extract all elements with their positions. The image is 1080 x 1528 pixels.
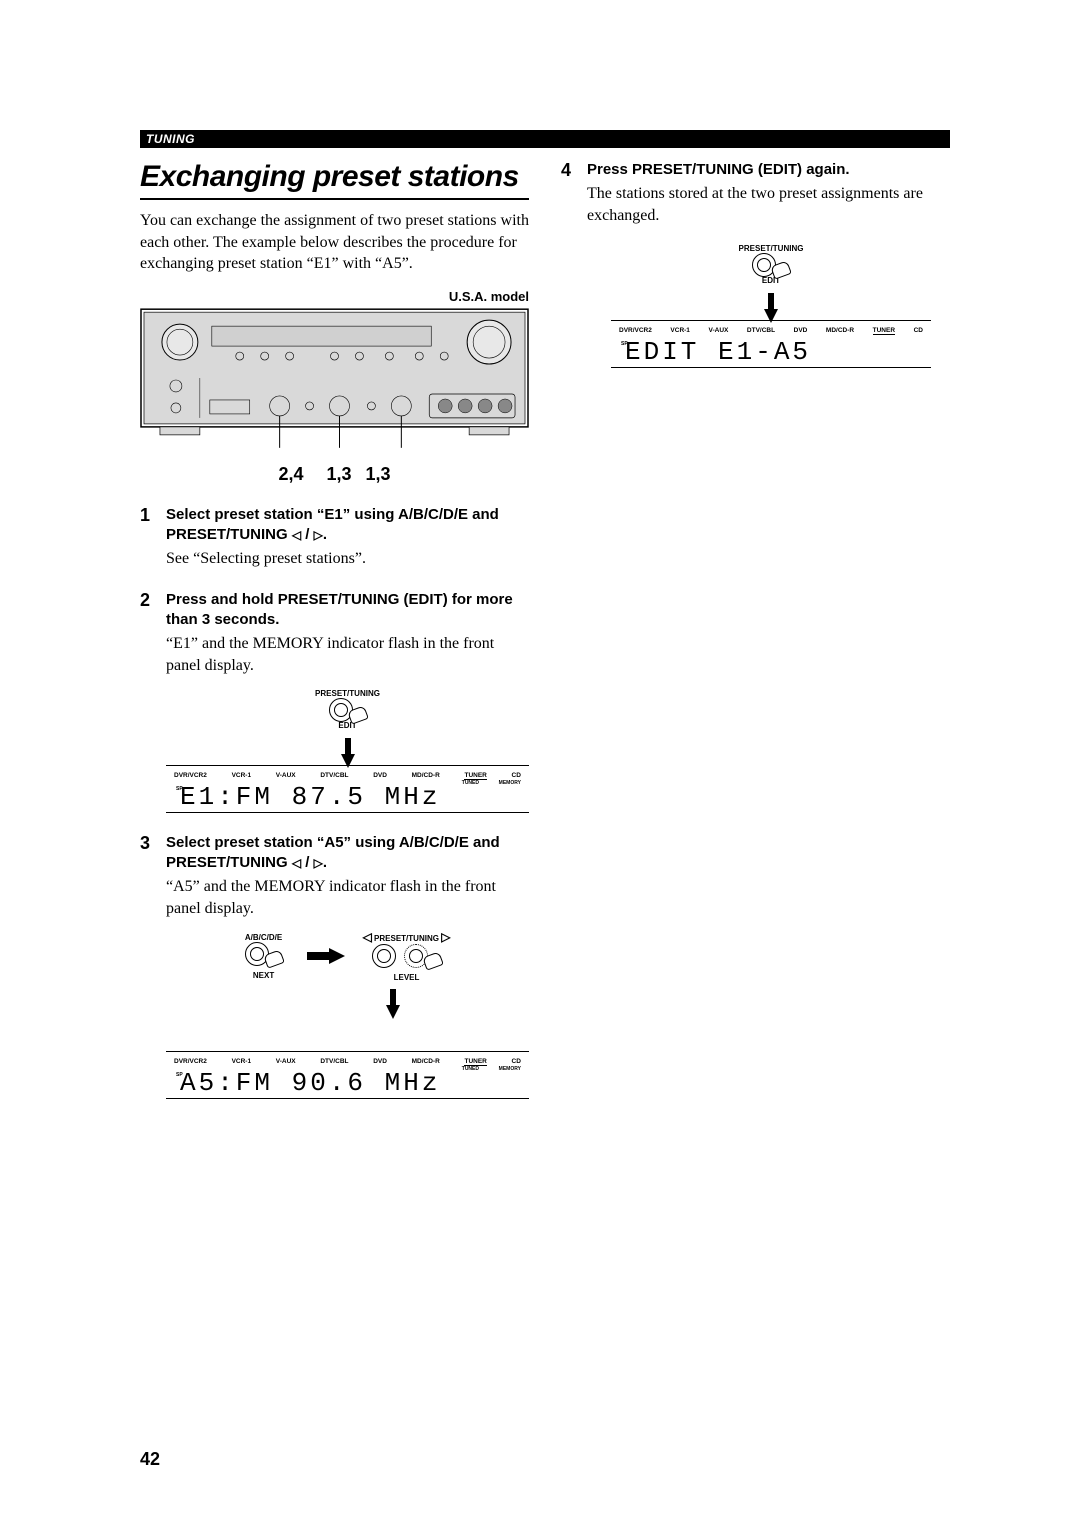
right-arrow-icon <box>329 948 345 964</box>
abcde-label: A/B/C/D/E <box>245 933 283 942</box>
step-2-diagram: PRESET/TUNING EDIT DVR/VCR2VCR-1V-AUXDTV… <box>166 689 529 813</box>
step-title-text-b: . <box>323 854 327 871</box>
receiver-diagram <box>140 308 529 458</box>
step-title: Press PRESET/TUNING (EDIT) again. <box>587 160 950 180</box>
level-label: LEVEL <box>363 973 451 982</box>
lcd-source-label: TUNER <box>464 772 486 780</box>
lcd-text: EDIT E1-A5 <box>615 339 927 365</box>
step-description: See “Selecting preset stations”. <box>166 548 529 570</box>
lcd-source-label: TUNER <box>873 327 895 335</box>
step-title-text-a: Select preset station “A5” using A/B/C/D… <box>166 834 500 871</box>
lcd-source-label: MD/CD-R <box>412 772 440 780</box>
step-number: 1 <box>140 505 166 570</box>
lcd-source-label: VCR-1 <box>670 327 690 335</box>
tuned-indicator: TUNED <box>462 780 479 786</box>
page-number: 42 <box>140 1449 160 1470</box>
step-number: 4 <box>561 160 587 226</box>
lcd-source-label: DTV/CBL <box>320 1058 348 1066</box>
lcd-source-label: MD/CD-R <box>412 1058 440 1066</box>
lcd-source-row: DVR/VCR2 VCR-1 V-AUX DTV/CBL DVD MD/CD-R TUNER… <box>170 772 525 780</box>
right-column: 4 Press PRESET/TUNING (EDIT) again. The … <box>561 160 950 1099</box>
step-number: 3 <box>140 833 166 920</box>
lcd-source-label: DVD <box>373 1058 387 1066</box>
lcd-source-label: V-AUX <box>276 772 296 780</box>
lcd-source-row: DVR/VCR2 VCR-1 V-AUX DTV/CBL DVD MD/CD-R TUNER… <box>615 327 927 335</box>
memory-indicator: MEMORY <box>499 1066 521 1072</box>
lcd-source-label: V-AUX <box>276 1058 296 1066</box>
receiver-svg <box>140 308 529 458</box>
lcd-source-label: DVD <box>373 772 387 780</box>
lcd-source-row: DVR/VCR2 VCR-1 V-AUX DTV/CBL DVD MD/CD-R TUNER… <box>170 1058 525 1066</box>
lcd-source-label: DVD <box>794 327 808 335</box>
step-description: The stations stored at the two preset as… <box>587 183 950 226</box>
lcd-source-label: MD/CD-R <box>826 327 854 335</box>
step-2: 2 Press and hold PRESET/TUNING (EDIT) fo… <box>140 590 529 677</box>
lcd-source-label: CD <box>512 772 521 780</box>
lcd-source-label: V-AUX <box>708 327 728 335</box>
lcd-source-label: VCR-1 <box>232 772 252 780</box>
tuned-indicator: TUNED <box>462 1066 479 1072</box>
right-triangle-icon: ▷ <box>314 856 323 870</box>
lcd-display-3: DVR/VCR2 VCR-1 V-AUX DTV/CBL DVD MD/CD-R TUNER… <box>611 320 931 368</box>
lcd-display-2: DVR/VCR2 VCR-1 V-AUX DTV/CBL DVD MD/CD-R TUNER… <box>166 1051 529 1099</box>
step-4: 4 Press PRESET/TUNING (EDIT) again. The … <box>561 160 950 226</box>
left-column: Exchanging preset stations You can excha… <box>140 160 529 1099</box>
lcd-text: E1:FM 87.5 MHz <box>170 784 525 810</box>
lcd-source-label: TUNER <box>464 1058 486 1066</box>
step-title-text-b: . <box>323 526 327 543</box>
step-4-diagram: PRESET/TUNING EDIT DVR/VCR2VCR-1V-AUXDTV… <box>611 244 931 368</box>
lcd-source-label: DTV/CBL <box>747 327 775 335</box>
diagram-pointer-numbers: 2,4 1,3 1,3 <box>140 464 529 485</box>
sp-indicator: SP <box>176 1072 183 1078</box>
lcd-source-label: CD <box>914 327 923 335</box>
step-description: “E1” and the MEMORY indicator flash in t… <box>166 633 529 676</box>
sp-indicator: SP <box>176 786 183 792</box>
next-label: NEXT <box>245 971 283 980</box>
step-3-diagram: A/B/C/D/E NEXT ◁ PRESET/TUNING ▷ LEVEL <box>166 931 529 1099</box>
step-number: 2 <box>140 590 166 677</box>
knob-icon <box>372 944 396 968</box>
step-title-text-a: Select preset station “E1” using A/B/C/D… <box>166 506 499 543</box>
lcd-text: A5:FM 90.6 MHz <box>170 1070 525 1096</box>
lcd-source-label: DVR/VCR2 <box>174 1058 207 1066</box>
preset-tuning-label-2: ◁ PRESET/TUNING ▷ <box>363 930 451 944</box>
sp-indicator: SP <box>621 341 628 347</box>
step-1: 1 Select preset station “E1” using A/B/C… <box>140 505 529 570</box>
page-heading: Exchanging preset stations <box>140 160 529 200</box>
lcd-display-1: DVR/VCR2 VCR-1 V-AUX DTV/CBL DVD MD/CD-R TUNER… <box>166 765 529 813</box>
down-arrow-icon <box>386 1005 400 1019</box>
left-triangle-icon: ◁ <box>292 528 301 542</box>
preset-tuning-label: PRESET/TUNING <box>611 244 931 253</box>
lcd-source-label: CD <box>512 1058 521 1066</box>
step-title: Select preset station “E1” using A/B/C/D… <box>166 505 529 546</box>
step-3: 3 Select preset station “A5” using A/B/C… <box>140 833 529 920</box>
lcd-source-label: DTV/CBL <box>320 772 348 780</box>
section-header-bar: TUNING <box>140 130 950 148</box>
left-triangle-icon: ◁ <box>292 856 301 870</box>
lcd-source-label: VCR-1 <box>232 1058 252 1066</box>
right-triangle-icon: ▷ <box>314 528 323 542</box>
step-title: Select preset station “A5” using A/B/C/D… <box>166 833 529 874</box>
intro-paragraph: You can exchange the assignment of two p… <box>140 210 529 275</box>
content-columns: Exchanging preset stations You can excha… <box>140 160 950 1099</box>
model-label: U.S.A. model <box>140 289 529 304</box>
step-description: “A5” and the MEMORY indicator flash in t… <box>166 876 529 919</box>
memory-indicator: MEMORY <box>499 780 521 786</box>
preset-tuning-label: PRESET/TUNING <box>166 689 529 698</box>
step-title: Press and hold PRESET/TUNING (EDIT) for … <box>166 590 529 631</box>
lcd-source-label: DVR/VCR2 <box>619 327 652 335</box>
lcd-source-label: DVR/VCR2 <box>174 772 207 780</box>
